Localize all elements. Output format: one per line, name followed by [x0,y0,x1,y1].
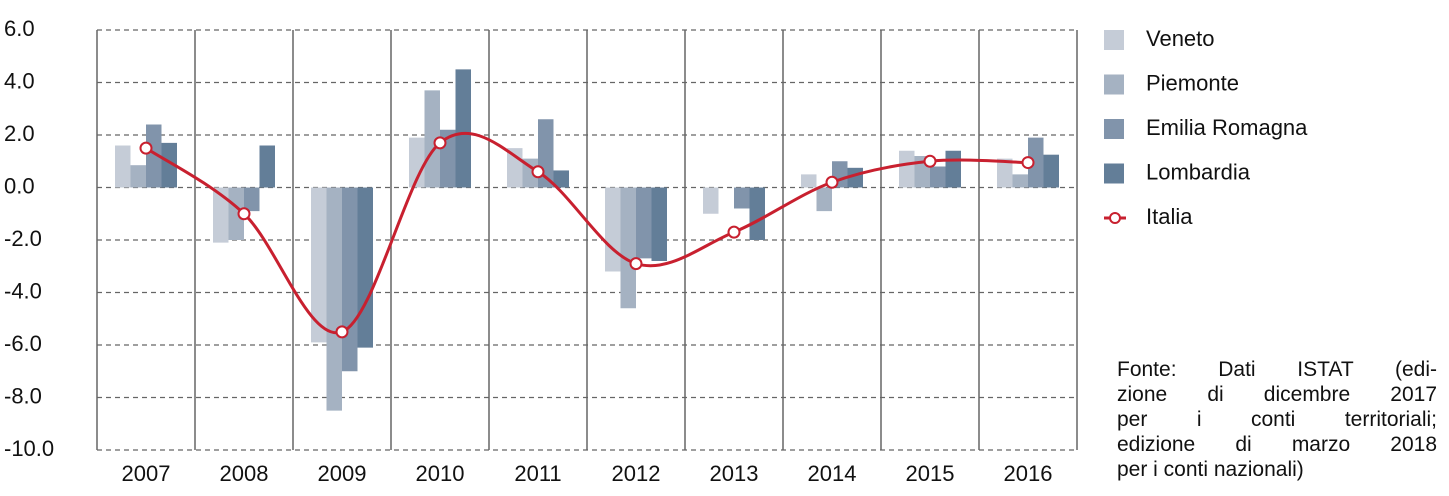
bar [146,124,162,188]
x-tick-label: 2009 [318,461,367,486]
bar [1028,137,1044,188]
x-tick-label: 2008 [220,461,269,486]
bar [651,187,667,261]
bar [899,150,915,188]
bar [244,187,260,212]
x-tick-label: 2014 [808,461,857,486]
bar [115,145,131,188]
legend-swatch [1109,212,1121,224]
bar [1043,154,1059,188]
y-tick-label: -8.0 [4,383,42,408]
line-marker [629,257,643,271]
x-tick-label: 2012 [612,461,661,486]
y-tick-label: -6.0 [4,331,42,356]
bar [130,165,146,188]
bar [228,187,244,240]
legend-label: Emilia Romagna [1146,115,1308,140]
bar [816,187,832,212]
line-marker [727,225,741,239]
bar [1012,174,1028,188]
y-tick-label: -4.0 [4,278,42,303]
bar [259,145,275,188]
source-line: per i conti nazionali) [1117,458,1304,481]
bar [161,142,177,188]
x-tick-label: 2010 [416,461,465,486]
x-tick-label: 2007 [122,461,171,486]
source-note: Fonte: Dati ISTAT (edi-zione di dicembre… [1117,357,1437,482]
source-line: edizione di marzo 2018 [1117,433,1437,456]
bar [703,187,719,214]
bar [455,69,471,188]
y-tick-label: -10.0 [4,436,54,461]
bar [945,150,961,188]
source-line: zione di dicembre 2017 [1117,383,1437,406]
legend-swatch [1104,163,1124,184]
x-tick-label: 2013 [710,461,759,486]
line-marker [237,207,251,221]
y-tick-label: 4.0 [4,68,35,93]
bar [342,187,358,372]
y-tick-label: 6.0 [4,16,35,41]
bar [930,166,946,188]
legend-label: Lombardia [1146,159,1251,184]
line-marker [335,325,349,339]
y-tick-label: 2.0 [4,121,35,146]
bar [636,187,652,259]
bar [734,187,750,209]
bar [326,187,342,411]
bar [749,187,765,240]
bar [311,187,327,343]
x-tick-label: 2015 [906,461,955,486]
bar [507,148,523,188]
legend-label: Veneto [1146,26,1215,51]
line-marker [825,175,839,189]
legend-label: Italia [1146,204,1193,229]
line-marker [531,165,545,179]
line-marker [433,136,447,150]
y-tick-label: -2.0 [4,226,42,251]
bar [997,158,1013,188]
line [145,131,1029,335]
legend-swatch [1104,119,1124,139]
bar [801,174,817,188]
y-tick-label: 0.0 [4,173,35,198]
bar [213,187,229,243]
legend-label: Piemonte [1146,70,1239,95]
bar [409,137,425,188]
bar [424,90,440,188]
bar [357,187,373,348]
line-marker [1021,156,1035,170]
line-marker [139,141,153,155]
legend-swatch [1104,30,1124,50]
source-line: Fonte: Dati ISTAT (edi- [1117,358,1437,381]
x-tick-label: 2011 [514,461,561,486]
x-tick-label: 2016 [1004,461,1053,486]
bar [605,187,621,272]
bar [620,187,636,309]
line-marker [923,154,937,168]
legend-swatch [1104,74,1124,95]
bar [553,170,569,188]
source-line: per i conti territoriali; [1117,408,1437,431]
